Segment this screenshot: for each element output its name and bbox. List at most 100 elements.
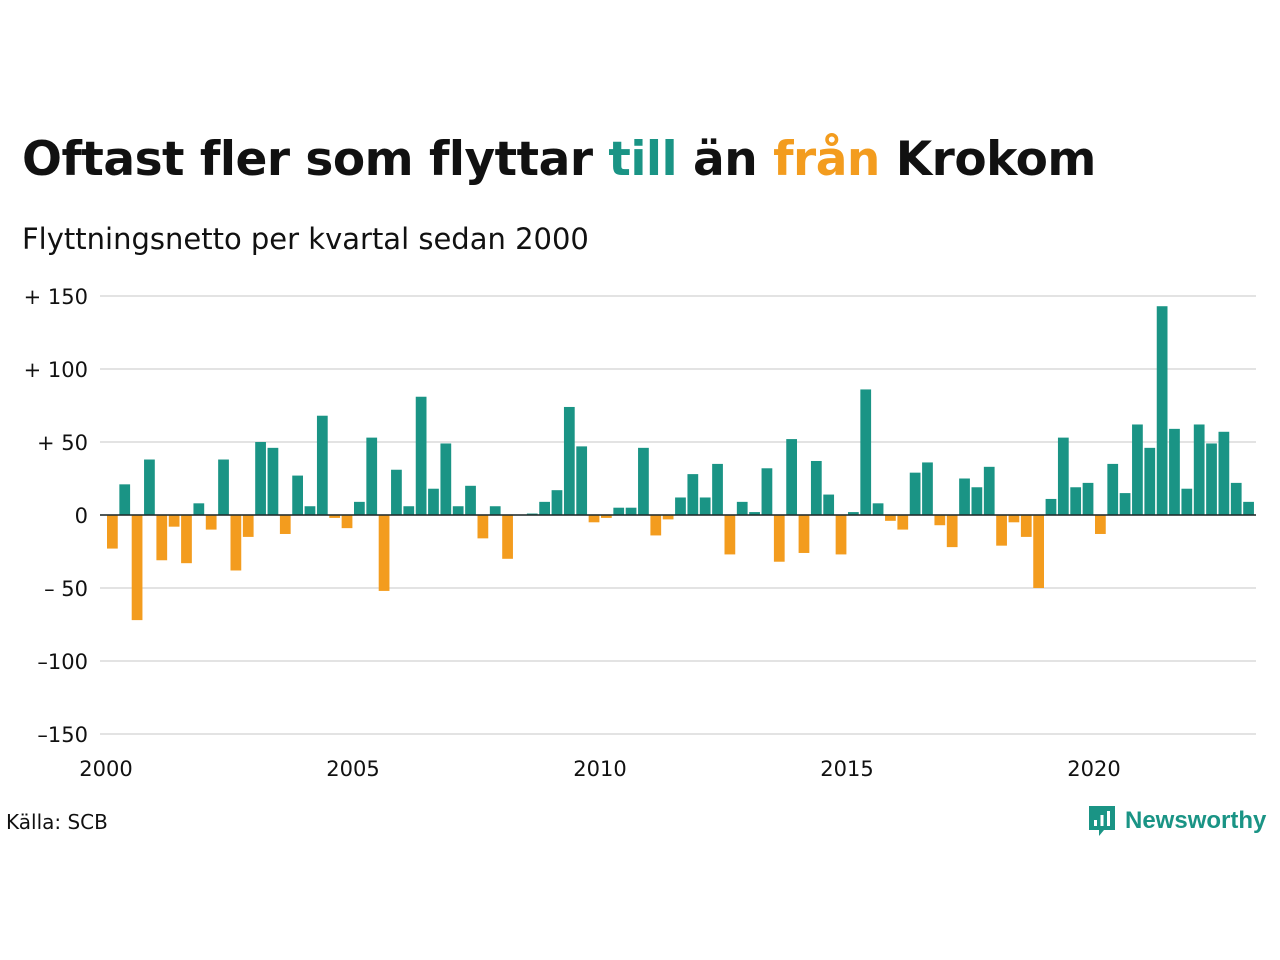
bar xyxy=(230,515,242,571)
bar xyxy=(576,446,588,515)
bar xyxy=(588,515,600,523)
bar xyxy=(810,460,822,515)
bar xyxy=(687,474,699,515)
bar xyxy=(156,515,168,561)
brand-name: Newsworthy xyxy=(1125,807,1267,834)
bar xyxy=(638,447,649,515)
bar xyxy=(675,497,686,515)
chart-title: Oftast fler som flyttar till än från Kro… xyxy=(22,132,1096,187)
bar xyxy=(1008,515,1020,523)
bar xyxy=(378,515,390,591)
bar xyxy=(428,488,439,515)
chart-subtitle: Flyttningsnetto per kvartal sedan 2000 xyxy=(22,222,589,256)
y-tick-label: –100 xyxy=(37,650,88,674)
bar xyxy=(1020,515,1032,537)
axis-labels: + 150 + 100 + 50 0 – 50 –100 –150 2000 2005 2010 2… xyxy=(24,285,1256,781)
brand-logo[interactable]: Newsworthy xyxy=(1087,804,1266,838)
bar xyxy=(736,501,748,515)
bar xyxy=(1230,482,1242,515)
bar xyxy=(465,485,476,515)
bar xyxy=(1095,515,1106,534)
bar xyxy=(872,503,884,515)
bar xyxy=(107,515,118,549)
bar xyxy=(613,507,625,515)
bars xyxy=(107,306,1254,621)
bar xyxy=(724,515,736,555)
y-tick-label: + 150 xyxy=(24,285,88,309)
x-tick-label: 2000 xyxy=(79,757,132,781)
bar xyxy=(1181,488,1193,515)
bar xyxy=(1045,498,1057,515)
bar xyxy=(996,515,1007,546)
bar xyxy=(946,515,958,548)
bar xyxy=(329,515,341,518)
bar xyxy=(934,515,946,526)
bar xyxy=(712,463,723,515)
y-tick-label: – 50 xyxy=(44,577,88,601)
bar xyxy=(292,475,303,515)
x-tick-label: 2020 xyxy=(1067,757,1120,781)
bar xyxy=(885,515,896,521)
title-till: till xyxy=(608,132,678,187)
x-tick-label: 2010 xyxy=(573,757,626,781)
bar xyxy=(909,472,921,515)
bar xyxy=(848,512,859,515)
bar xyxy=(477,515,489,539)
bar xyxy=(699,497,711,515)
bar xyxy=(1119,493,1131,515)
bar xyxy=(119,484,131,515)
bar xyxy=(625,507,637,515)
title-part-3: än xyxy=(677,132,774,187)
bar xyxy=(205,515,217,530)
bar xyxy=(650,515,662,536)
bar xyxy=(415,396,427,515)
bar xyxy=(341,515,353,529)
bar xyxy=(502,515,513,559)
bar xyxy=(131,515,143,621)
bar xyxy=(761,468,773,515)
y-tick-label: 0 xyxy=(75,504,88,528)
bar xyxy=(279,515,291,534)
source-note: Källa: SCB xyxy=(6,810,108,834)
bar xyxy=(662,515,674,520)
title-part-5: Krokom xyxy=(879,132,1097,187)
bar xyxy=(1070,487,1082,515)
bar xyxy=(1082,482,1094,515)
bar xyxy=(193,503,205,515)
bar xyxy=(539,501,550,515)
bar xyxy=(798,515,810,553)
bar xyxy=(255,442,266,515)
bar xyxy=(922,462,933,515)
bar xyxy=(452,506,464,515)
bar xyxy=(168,515,180,527)
bar xyxy=(1218,431,1230,515)
bar xyxy=(304,506,316,515)
bar xyxy=(971,487,983,515)
x-tick-label: 2015 xyxy=(820,757,873,781)
bar xyxy=(749,512,760,515)
bar xyxy=(242,515,254,537)
y-tick-label: –150 xyxy=(37,723,88,747)
bar xyxy=(773,515,785,562)
bar xyxy=(860,389,872,515)
bar xyxy=(1057,437,1069,515)
bar xyxy=(1107,463,1119,515)
bar xyxy=(181,515,192,564)
bar xyxy=(1206,443,1217,515)
y-tick-label: + 100 xyxy=(24,358,88,382)
bar xyxy=(1243,501,1254,515)
bar xyxy=(601,515,612,518)
bar xyxy=(354,501,365,515)
title-fran: från xyxy=(773,132,880,187)
y-tick-label: + 50 xyxy=(37,431,88,455)
bar xyxy=(786,439,797,515)
bar xyxy=(440,443,452,515)
bar-chart: + 150 + 100 + 50 0 – 50 –100 –150 2000 2005 2010 2… xyxy=(24,285,1256,781)
bar xyxy=(489,506,501,515)
title-part-1: Oftast fler som flyttar xyxy=(22,132,609,187)
bar xyxy=(897,515,909,530)
bar xyxy=(1193,424,1205,515)
bar xyxy=(391,469,402,515)
bar xyxy=(403,506,415,515)
bar xyxy=(983,466,995,515)
